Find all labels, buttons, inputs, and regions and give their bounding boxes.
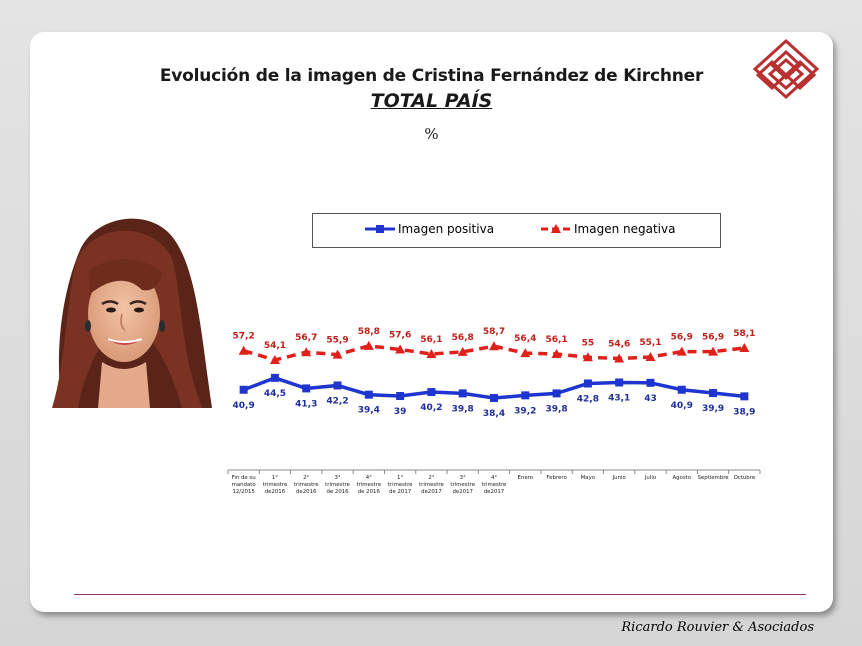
- data-label-negative: 56,4: [514, 334, 536, 344]
- point-positive: [270, 373, 279, 382]
- data-label-negative: 56,8: [452, 333, 474, 343]
- point-negative: [614, 353, 625, 363]
- x-tick-label: Fin de su mandato 12/2015: [232, 475, 256, 495]
- legend-square-marker-icon: [365, 225, 395, 233]
- data-label-negative: 55: [582, 338, 595, 348]
- data-label-positive: 42,8: [577, 394, 599, 404]
- point-positive: [458, 389, 467, 398]
- point-negative: [457, 346, 468, 356]
- data-label-positive: 43: [644, 394, 657, 404]
- data-label-negative: 57,6: [389, 331, 411, 341]
- data-label-negative: 58,8: [358, 327, 380, 337]
- data-label-negative: 56,7: [295, 333, 317, 343]
- point-positive: [396, 392, 405, 401]
- data-label-negative: 58,7: [483, 327, 505, 337]
- x-tick-label: Junio: [612, 475, 626, 481]
- point-negative: [426, 349, 437, 358]
- data-label-negative: 56,1: [545, 335, 567, 345]
- x-tick-label: 2° trimestre de2016: [294, 475, 319, 495]
- point-negative: [551, 349, 562, 358]
- point-negative: [739, 343, 750, 352]
- point-positive: [333, 381, 342, 390]
- x-tick-label: 3° trimestre de2017: [450, 475, 475, 495]
- chart-subtitle: TOTAL PAÍS: [370, 90, 493, 112]
- point-negative: [582, 352, 593, 362]
- point-negative: [395, 344, 406, 354]
- x-tick-label: 4° trimestre de 2016: [356, 475, 381, 495]
- point-positive: [302, 384, 311, 393]
- point-negative: [238, 345, 249, 355]
- data-label-positive: 44,5: [264, 389, 286, 399]
- point-positive: [740, 392, 749, 401]
- slide-panel: Evolución de la imagen de Cristina Ferná…: [30, 32, 833, 612]
- point-positive: [239, 385, 248, 394]
- bottom-divider: [74, 594, 806, 595]
- data-label-positive: 41,3: [295, 399, 317, 409]
- point-positive: [615, 378, 624, 387]
- x-tick-label: Febrero: [546, 475, 566, 481]
- point-positive: [552, 389, 561, 398]
- point-positive: [677, 385, 686, 394]
- data-label-positive: 39,2: [514, 406, 536, 416]
- point-negative: [520, 348, 531, 358]
- data-label-negative: 54,6: [608, 340, 630, 350]
- company-logo-icon: [752, 38, 820, 100]
- data-label-positive: 40,9: [671, 401, 693, 411]
- point-negative: [489, 341, 499, 351]
- legend-label-positive: Imagen positiva: [398, 222, 495, 236]
- data-label-negative: 57,2: [233, 332, 255, 342]
- data-label-positive: 39: [394, 407, 407, 417]
- chart-title: Evolución de la imagen de Cristina Ferná…: [159, 66, 704, 86]
- legend-label-negative: Imagen negativa: [574, 222, 676, 236]
- data-label-negative: 58,1: [733, 329, 755, 339]
- point-negative: [708, 346, 719, 356]
- data-label-positive: 38,9: [733, 407, 755, 417]
- x-tick-label: 1° trimestre de2016: [263, 475, 288, 495]
- data-label-positive: 40,9: [233, 401, 255, 411]
- portrait-photo: [52, 218, 212, 408]
- point-positive: [646, 378, 655, 387]
- x-tick-label: 4° trimestre de2017: [482, 475, 507, 495]
- x-tick-label: 2° trimestre de2017: [419, 475, 444, 495]
- data-label-negative: 56,9: [671, 333, 693, 343]
- x-tick-label: 3° trimestre de 2016: [325, 475, 350, 495]
- data-label-negative: 55,9: [326, 336, 348, 346]
- x-tick-label: Agosto: [672, 475, 691, 481]
- x-tick-label: Septiembre: [697, 475, 729, 481]
- data-label-negative: 54,1: [264, 341, 286, 351]
- data-label-positive: 39,8: [452, 404, 474, 414]
- x-tick-label: Julio: [644, 475, 656, 481]
- point-positive: [364, 390, 373, 399]
- x-tick-label: Enero: [518, 475, 534, 481]
- line-chart: 40,9 44,5 41,3 42,2 39,4 39 40,2 39,8 38,4 39,2 39…: [227, 327, 761, 495]
- point-positive: [427, 388, 436, 397]
- point-negative: [363, 340, 374, 350]
- point-negative: [332, 349, 343, 359]
- unit-label: %: [424, 125, 439, 143]
- point-negative: [301, 347, 312, 357]
- data-label-positive: 40,2: [420, 403, 442, 413]
- point-negative: [645, 352, 656, 361]
- footer-credit: Ricardo Rouvier & Asociados: [621, 620, 814, 635]
- data-label-negative: 56,1: [420, 335, 442, 345]
- point-positive: [521, 391, 530, 400]
- data-label-negative: 55,1: [639, 338, 661, 348]
- point-positive: [709, 389, 718, 398]
- data-label-positive: 39,9: [702, 404, 724, 414]
- point-positive: [583, 379, 592, 388]
- data-label-negative: 56,9: [702, 333, 724, 343]
- point-negative: [269, 355, 280, 364]
- x-tick-label: Octubre: [734, 475, 756, 481]
- data-label-positive: 39,4: [358, 406, 380, 416]
- chart-legend: Imagen positiva Imagen negativa: [312, 213, 721, 248]
- data-label-positive: 38,4: [483, 409, 505, 419]
- data-label-positive: 43,1: [608, 393, 630, 403]
- data-label-positive: 42,2: [326, 396, 348, 406]
- point-negative: [676, 346, 687, 356]
- x-tick-label: Mayo: [581, 475, 595, 481]
- legend-triangle-marker-icon: [541, 224, 571, 233]
- point-positive: [490, 394, 498, 402]
- x-tick-label: 1° trimestre de 2017: [388, 475, 413, 495]
- data-label-positive: 39,8: [545, 404, 567, 414]
